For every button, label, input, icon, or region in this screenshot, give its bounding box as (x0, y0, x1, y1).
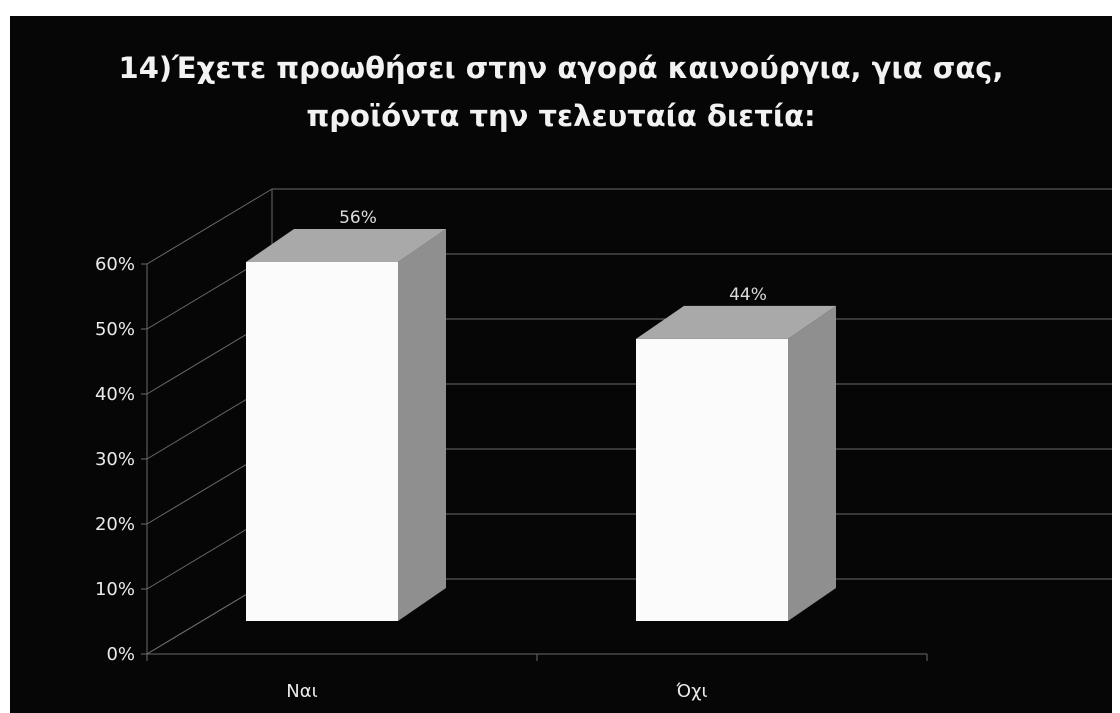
y-tick-label: 10% (95, 579, 135, 600)
chart-title-line-1: 14)Έχετε προωθήσει στην αγορά καινούργια… (118, 51, 1004, 85)
bar-2 (636, 338, 788, 621)
gridline-diagonal (146, 188, 273, 265)
bar-side-1 (398, 229, 446, 621)
data-label-2: 44% (729, 285, 767, 305)
chart-title: 14)Έχετε προωθήσει στην αγορά καινούργια… (10, 44, 1112, 140)
bar-1 (246, 262, 398, 621)
bar-chart: 0% 10% 20% 30% 40% 50% 60% 56% Ναι 44% Όχι (95, 188, 1112, 702)
bar-side-2 (788, 305, 836, 621)
y-tick-label: 0% (106, 644, 135, 665)
y-tick-label: 20% (95, 514, 135, 535)
y-tick-label: 50% (95, 319, 135, 340)
y-tick-label: 30% (95, 449, 135, 470)
bar-top-2 (636, 305, 836, 339)
x-category-label: Ναι (286, 681, 317, 702)
y-tick-label: 40% (95, 384, 135, 405)
x-category-label: Όχι (675, 681, 707, 702)
chart-frame: 14)Έχετε προωθήσει στην αγορά καινούργια… (10, 16, 1112, 713)
y-tick-label: 60% (95, 254, 135, 275)
bar-top-1 (246, 229, 446, 262)
chart-title-line-2: προϊόντα την τελευταία διετία: (306, 99, 816, 133)
data-label-1: 56% (339, 208, 377, 228)
